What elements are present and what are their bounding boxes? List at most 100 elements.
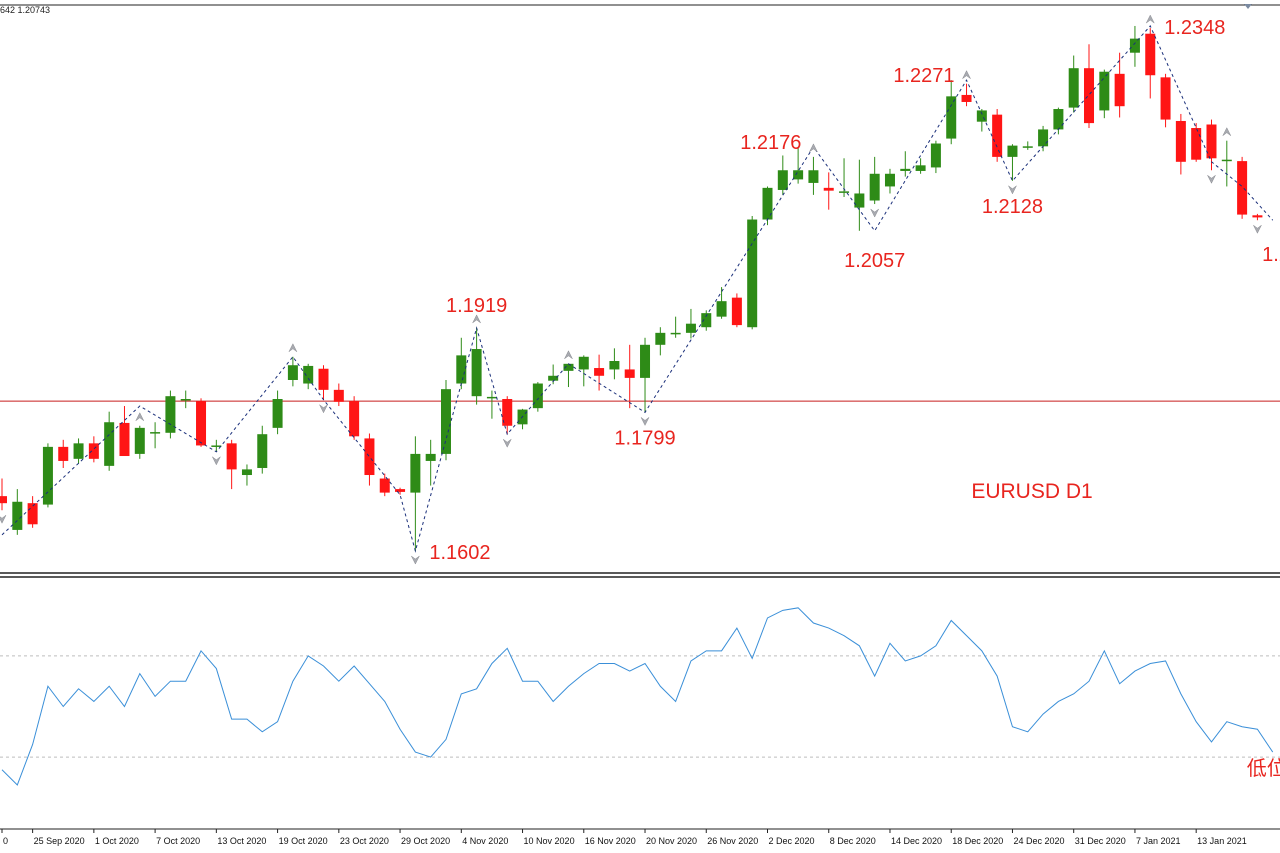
candle-body: [150, 432, 161, 434]
candle-body: [777, 170, 788, 190]
candle-body: [502, 399, 513, 426]
fractal-down-arrow-icon: [1253, 225, 1262, 234]
price-annotation: 1.2064: [1262, 244, 1280, 266]
candle-body: [119, 422, 130, 457]
candle-body: [762, 187, 773, 220]
candle-body: [1114, 73, 1125, 107]
price-annotation: 1.2176: [740, 132, 801, 154]
candle-body: [808, 170, 819, 183]
time-axis-label: 2 Dec 2020: [769, 836, 815, 846]
candle-body: [823, 187, 834, 191]
candle-body: [747, 219, 758, 328]
candle-body: [1129, 38, 1140, 53]
candle-body: [563, 363, 574, 371]
candle-body: [548, 375, 559, 381]
fractal-down-arrow-icon: [319, 404, 328, 414]
candle-body: [1038, 129, 1049, 147]
candle-body: [670, 332, 681, 335]
candle-body: [104, 422, 115, 466]
scroll-marker-icon[interactable]: [1244, 4, 1252, 9]
time-axis-label: 14 Dec 2020: [891, 836, 942, 846]
candle-body: [165, 396, 176, 433]
candle-body: [930, 143, 941, 168]
time-axis-label: 18 Dec 2020: [952, 836, 1003, 846]
price-annotation: 1.2348: [1164, 17, 1225, 39]
candle-body: [1007, 145, 1018, 157]
fractal-down-arrow-icon: [503, 438, 512, 448]
candle-body: [134, 427, 145, 454]
candle-body: [379, 478, 390, 493]
candle-body: [961, 94, 972, 102]
candle-body: [0, 496, 7, 504]
fractal-up-arrow-icon: [472, 314, 481, 324]
oscillator-line: [1, 607, 1274, 786]
candle-body: [88, 443, 99, 459]
candle-body: [640, 344, 651, 378]
time-axis-label: 4 Nov 2020: [462, 836, 508, 846]
fractal-up-arrow-icon: [962, 70, 971, 79]
fractal-up-arrow-icon: [1146, 14, 1155, 24]
candle-body: [701, 313, 712, 328]
candle-body: [349, 401, 360, 437]
candle-body: [257, 434, 268, 468]
candle-body: [1237, 161, 1248, 215]
candle-body: [456, 355, 467, 384]
candle-body: [655, 332, 666, 345]
candle-body: [226, 443, 237, 470]
candle-body: [440, 389, 451, 454]
candle-body: [1206, 124, 1217, 159]
fractal-up-arrow-icon: [288, 343, 298, 352]
candle-body: [731, 297, 742, 326]
candle-body: [27, 503, 38, 525]
candle-body: [793, 170, 804, 180]
candle-body: [73, 443, 84, 459]
time-axis-label: 1 Oct 2020: [95, 836, 139, 846]
price-annotation: 1.2128: [982, 196, 1043, 218]
price-annotation: 1.2057: [844, 250, 905, 272]
oscillator-low-label: 低位: [1247, 756, 1280, 780]
candle-body: [915, 165, 926, 171]
fractal-down-arrow-icon: [640, 417, 650, 426]
fractal-down-arrow-icon: [870, 208, 879, 218]
candle-body: [854, 193, 865, 208]
oscillator-pane: 低位: [0, 607, 1280, 830]
candle-body: [364, 438, 375, 476]
candle-body: [1252, 215, 1263, 218]
time-axis: 0 25 Sep 2020 1 Oct 2020 7 Oct 2020 13 Oct 2…: [1, 829, 1247, 846]
ohlc-header-text: 642 1.20743: [0, 5, 50, 15]
candle-body: [1175, 120, 1186, 162]
price-annotation: 1.1799: [614, 427, 675, 449]
candle-body: [1068, 68, 1079, 108]
fractal-down-arrow-icon: [0, 515, 7, 524]
time-axis-label: 7 Oct 2020: [156, 836, 200, 846]
price-annotation: 1.2271: [893, 65, 954, 87]
candle-body: [900, 168, 911, 171]
candle-body: [272, 399, 283, 428]
fractal-up-arrow-icon: [1222, 127, 1232, 136]
time-axis-label: 19 Oct 2020: [279, 836, 328, 846]
symbol-timeframe-label: EURUSD D1: [971, 480, 1092, 503]
candle-body: [992, 114, 1003, 157]
candle-body: [624, 369, 635, 378]
fractal-down-arrow-icon: [1008, 185, 1017, 195]
time-axis-label: 29 Oct 2020: [401, 836, 450, 846]
candle-body: [395, 489, 406, 492]
candle-body: [716, 301, 727, 317]
candle-body: [1221, 159, 1232, 162]
candle-body: [532, 383, 543, 409]
zigzag-line: [1, 25, 1274, 553]
candle-body: [1191, 128, 1202, 160]
fractal-up-arrow-icon: [809, 143, 818, 153]
candle-body: [685, 323, 696, 333]
candle-body: [211, 445, 222, 447]
time-axis-label: 23 Oct 2020: [340, 836, 389, 846]
candle-body: [594, 368, 605, 376]
candle-body: [58, 446, 69, 461]
fractal-down-arrow-icon: [1207, 175, 1216, 184]
time-axis-label: 7 Jan 2021: [1136, 836, 1181, 846]
candle-body: [1145, 33, 1156, 76]
candle-body: [884, 173, 895, 187]
price-annotation: 1.1919: [446, 295, 507, 317]
candle-body: [1084, 68, 1095, 124]
